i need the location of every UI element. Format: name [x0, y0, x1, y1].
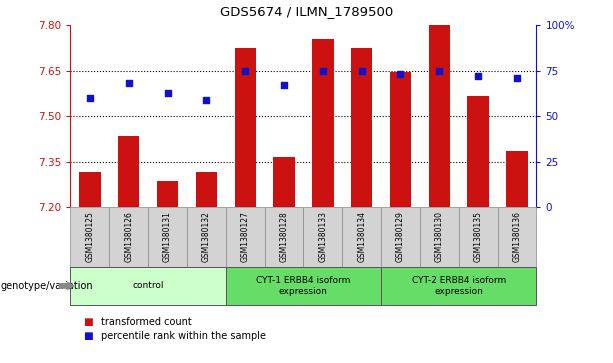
Point — [395, 72, 405, 77]
Text: GSM1380129: GSM1380129 — [396, 211, 405, 262]
Bar — [157, 181, 178, 207]
Text: CYT-1 ERBB4 isoform
expression: CYT-1 ERBB4 isoform expression — [256, 276, 351, 295]
Bar — [468, 97, 489, 207]
Point — [124, 81, 134, 86]
Bar — [390, 72, 411, 207]
Bar — [312, 39, 333, 207]
Text: GSM1380125: GSM1380125 — [85, 211, 94, 262]
Point — [512, 75, 522, 81]
Point — [85, 95, 95, 101]
Text: CYT-2 ERBB4 isoform
expression: CYT-2 ERBB4 isoform expression — [411, 276, 506, 295]
Text: GSM1380128: GSM1380128 — [280, 212, 289, 262]
Text: percentile rank within the sample: percentile rank within the sample — [101, 331, 266, 341]
Bar — [351, 48, 372, 207]
Point — [473, 73, 483, 79]
Text: GSM1380131: GSM1380131 — [163, 211, 172, 262]
Text: GDS5674 / ILMN_1789500: GDS5674 / ILMN_1789500 — [220, 5, 393, 19]
Point — [435, 68, 444, 74]
Text: GSM1380127: GSM1380127 — [241, 211, 249, 262]
Text: control: control — [132, 281, 164, 290]
Point — [162, 90, 172, 95]
Bar — [79, 172, 101, 207]
Text: GSM1380136: GSM1380136 — [512, 211, 522, 262]
Text: ■: ■ — [83, 331, 93, 341]
Text: GSM1380133: GSM1380133 — [318, 211, 327, 262]
Bar — [235, 48, 256, 207]
Text: GSM1380126: GSM1380126 — [124, 211, 133, 262]
Text: genotype/variation: genotype/variation — [1, 281, 93, 291]
Bar — [506, 151, 528, 207]
Bar — [118, 136, 139, 207]
Text: GSM1380130: GSM1380130 — [435, 211, 444, 262]
Text: ■: ■ — [83, 317, 93, 327]
Text: GSM1380132: GSM1380132 — [202, 211, 211, 262]
Point — [202, 97, 211, 103]
Point — [318, 68, 328, 74]
Text: GSM1380135: GSM1380135 — [474, 211, 482, 262]
Bar — [196, 172, 217, 207]
Point — [279, 82, 289, 88]
Text: GSM1380134: GSM1380134 — [357, 211, 366, 262]
Point — [240, 68, 250, 74]
Bar — [428, 25, 450, 207]
Point — [357, 68, 367, 74]
Bar — [273, 157, 295, 207]
Text: transformed count: transformed count — [101, 317, 192, 327]
